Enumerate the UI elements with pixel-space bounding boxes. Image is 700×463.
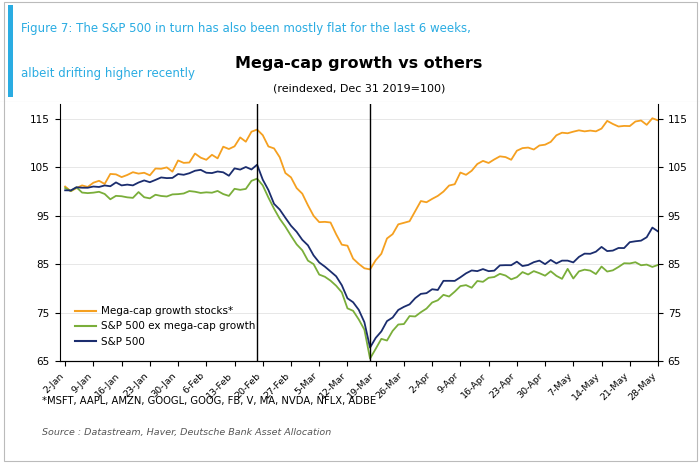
Bar — [8, 5, 13, 97]
Text: albeit drifting higher recently: albeit drifting higher recently — [21, 67, 195, 80]
Text: (reindexed, Dec 31 2019=100): (reindexed, Dec 31 2019=100) — [272, 84, 445, 94]
Text: Mega-cap growth vs others: Mega-cap growth vs others — [235, 56, 482, 71]
Text: Source : Datastream, Haver, Deutsche Bank Asset Allocation: Source : Datastream, Haver, Deutsche Ban… — [42, 428, 331, 437]
Legend: Mega-cap growth stocks*, S&P 500 ex mega-cap growth, S&P 500: Mega-cap growth stocks*, S&P 500 ex mega… — [71, 302, 260, 351]
Text: *MSFT, AAPL, AMZN, GOOGL, GOOG, FB, V, MA, NVDA, NFLX, ADBE: *MSFT, AAPL, AMZN, GOOGL, GOOG, FB, V, M… — [42, 396, 376, 406]
Text: Figure 7: The S&P 500 in turn has also been mostly flat for the last 6 weeks,: Figure 7: The S&P 500 in turn has also b… — [21, 22, 471, 35]
